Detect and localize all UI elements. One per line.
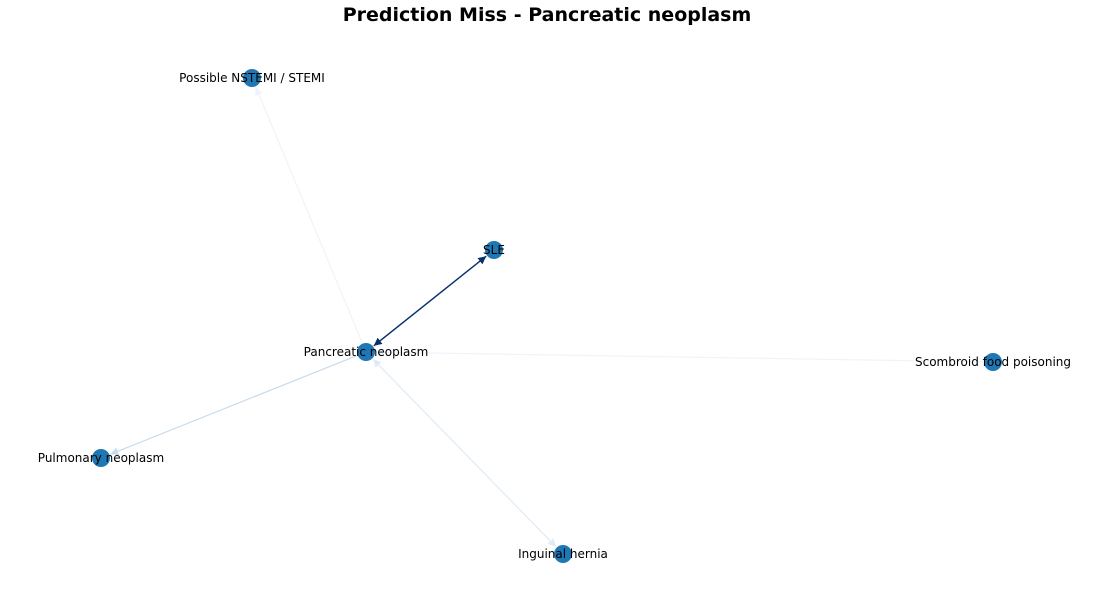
- edge-pancreatic-nstemi: [255, 87, 363, 343]
- node-label-inguinal: Inguinal hernia: [518, 547, 608, 561]
- node-scombroid: [984, 353, 1002, 371]
- node-nstemi: [243, 69, 261, 87]
- edges-layer: [110, 87, 984, 548]
- node-label-sle: SLE: [483, 243, 505, 257]
- edge-pancreatic-pulmonary: [110, 355, 357, 456]
- node-pulmonary: [92, 449, 110, 467]
- edge-pancreatic-inguinal: [372, 358, 557, 548]
- node-label-pulmonary: Pulmonary neoplasm: [38, 451, 164, 465]
- edge-pancreatic-sle: [373, 255, 487, 347]
- node-sle: [485, 241, 503, 259]
- node-label-scombroid: Scombroid food poisoning: [915, 355, 1071, 369]
- labels-layer: Pancreatic neoplasm SLE Possible NSTEMI / …: [38, 71, 1071, 561]
- node-pancreatic: [357, 343, 375, 361]
- node-label-nstemi: Possible NSTEMI / STEMI: [179, 71, 325, 85]
- nodes-layer: [92, 69, 1002, 563]
- node-label-pancreatic: Pancreatic neoplasm: [304, 345, 429, 359]
- edge-scombroid-pancreatic: [375, 348, 984, 363]
- diagram-title: Prediction Miss - Pancreatic neoplasm: [342, 4, 752, 26]
- node-inguinal: [554, 545, 572, 563]
